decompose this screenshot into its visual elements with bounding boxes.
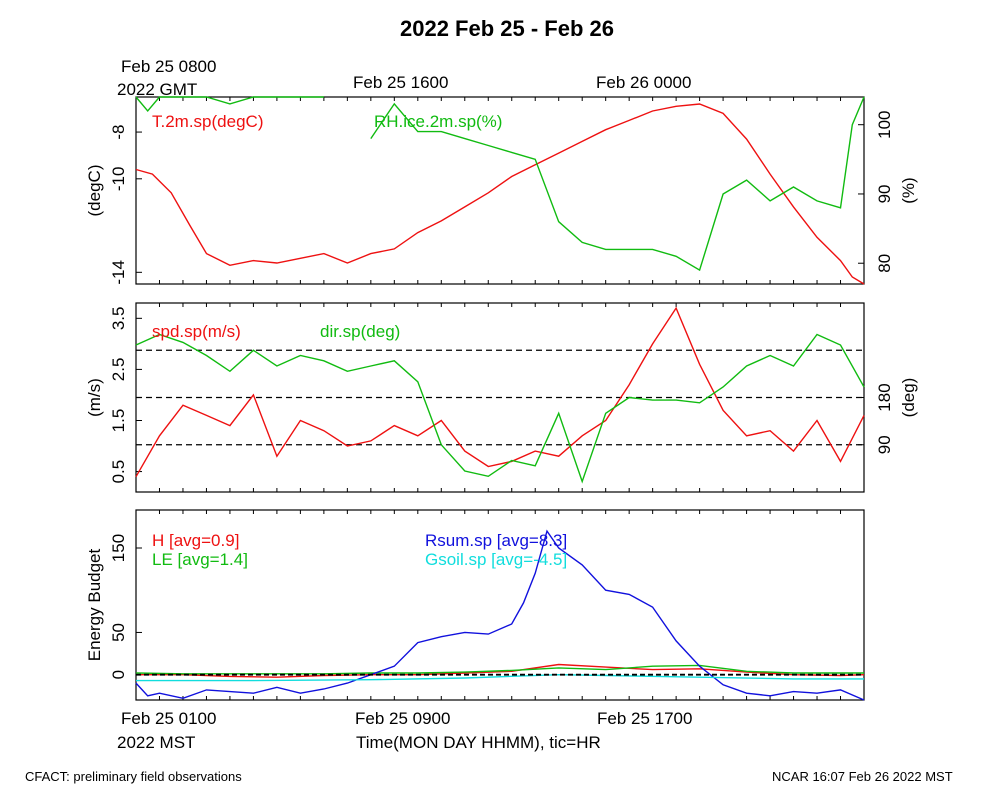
mst-tick-label-2: Feb 25 0900	[355, 709, 451, 728]
legend-ground-heat: Gsoil.sp [avg=-4.5]	[425, 550, 567, 569]
panel-1-y-tick-label: -8	[109, 125, 128, 140]
mst-tick-label-3: Feb 25 1700	[597, 709, 693, 728]
legend-temperature: T.2m.sp(degC)	[152, 112, 263, 131]
panel-3-ylabel: Energy Budget	[85, 548, 104, 661]
panel-3-y-tick-label: 50	[109, 623, 128, 642]
chart-title: 2022 Feb 25 - Feb 26	[400, 16, 614, 41]
gmt-tick-label-2: Feb 25 1600	[353, 73, 449, 92]
panel-1-y2-tick-label: 80	[875, 254, 894, 273]
legend-wind-direction: dir.sp(deg)	[320, 322, 400, 341]
energy-series-line-3	[135, 529, 865, 701]
panel-1-y2-tick-label: 90	[875, 185, 894, 204]
x-axis-label: Time(MON DAY HHMM), tic=HR	[356, 733, 601, 752]
legend-wind-speed: spd.sp(m/s)	[152, 322, 241, 341]
panel-2-ylabel-left: (m/s)	[85, 378, 104, 417]
panel-1-y-tick-label: -14	[109, 260, 128, 285]
gmt-tick-label-3: Feb 26 0000	[596, 73, 692, 92]
panel-2-y2-tick-label: 90	[875, 435, 894, 454]
mst-tick-label-1: Feb 25 0100	[121, 709, 217, 728]
wind-speed-series-line	[135, 306, 865, 478]
legend-latent-heat: LE [avg=1.4]	[152, 550, 248, 569]
panel-1-y-tick-label: -10	[109, 167, 128, 192]
legend-rh-ice: RH.ice.2m.sp(%)	[374, 112, 502, 131]
panel-1-ylabel-right: (%)	[899, 177, 918, 203]
energy-series-line-1	[136, 663, 865, 678]
rh-ice-series-line	[135, 96, 865, 272]
temperature-series-line	[135, 103, 865, 285]
energy-series-line-4	[136, 673, 864, 682]
energy-series-line-2	[135, 664, 864, 675]
panel-3-y-tick-label: 150	[109, 534, 128, 562]
legend-sensible-heat: H [avg=0.9]	[152, 531, 239, 550]
panel-2-y-tick-label: 3.5	[109, 307, 128, 331]
panel-2-y2-tick-label: 180	[875, 383, 894, 411]
panel-3-frame	[135, 509, 865, 701]
legend-radiation-sum: Rsum.sp [avg=8.3]	[425, 531, 567, 550]
panel-2-y-tick-label: 0.5	[109, 460, 128, 484]
footer-left: CFACT: preliminary field observations	[25, 769, 242, 784]
wind-direction-series-line	[135, 333, 865, 484]
mst-year-label: 2022 MST	[117, 733, 196, 752]
panel-1-y2-tick-label: 100	[875, 111, 894, 139]
gmt-tick-label-1: Feb 25 0800	[121, 57, 217, 76]
gmt-year-label: 2022 GMT	[117, 80, 198, 99]
footer-right: NCAR 16:07 Feb 26 2022 MST	[772, 769, 953, 784]
panel-1-ylabel-left: (degC)	[85, 165, 104, 217]
panel-2-y-tick-label: 2.5	[109, 358, 128, 382]
panel-1-frame	[135, 96, 865, 285]
panel-2-y-tick-label: 1.5	[109, 409, 128, 433]
panel-2-ylabel-right: (deg)	[899, 378, 918, 418]
panel-3-y-tick-label: 0	[109, 670, 128, 679]
